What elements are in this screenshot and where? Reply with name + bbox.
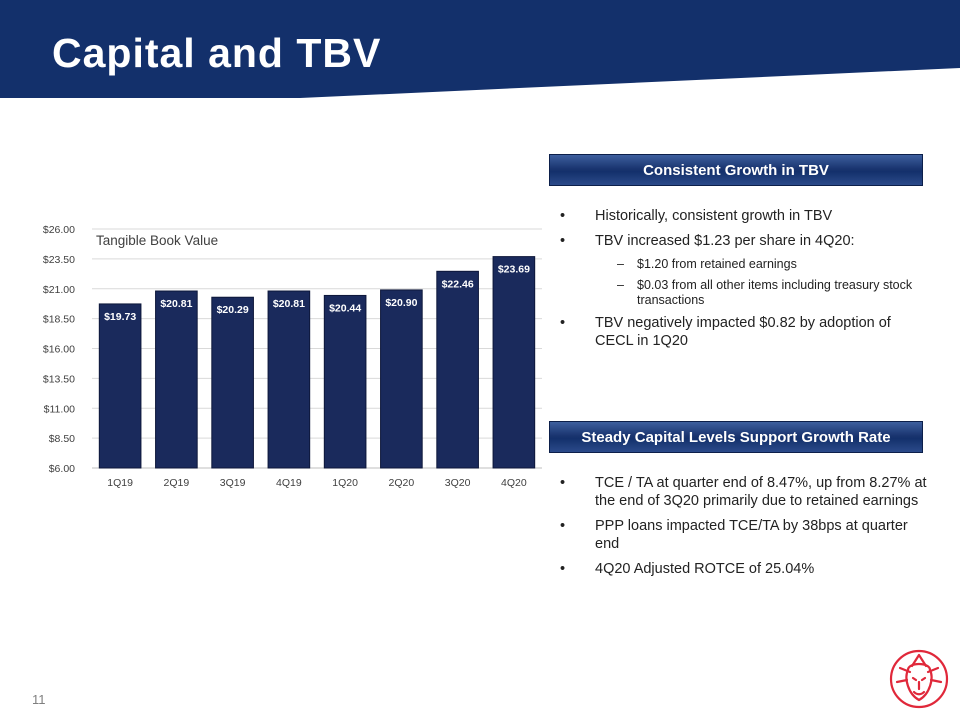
bullet-marker: • [560, 518, 566, 534]
x-tick-label: 3Q20 [445, 477, 471, 489]
bullet-marker: • [560, 561, 566, 577]
x-tick-label: 4Q20 [501, 477, 527, 489]
page-title: Capital and TBV [52, 30, 382, 76]
bar [155, 290, 198, 469]
sub-list-item: – $0.03 from all other items including tr… [560, 278, 930, 308]
dash-marker: – [617, 278, 624, 292]
y-tick-label: $6.00 [49, 463, 75, 475]
section-heading-tbv-growth: Consistent Growth in TBV [549, 154, 923, 186]
x-tick-label: 1Q19 [107, 477, 133, 489]
bullet-text: 4Q20 Adjusted ROTCE of 25.04% [595, 561, 815, 577]
y-tick-label: $18.50 [43, 314, 75, 326]
bullet-marker: • [560, 208, 566, 224]
y-tick-label: $23.50 [43, 254, 75, 266]
bullet-text: Historically, consistent growth in TBV [595, 208, 833, 224]
bullet-text: TBV negatively impacted $0.82 by adoptio… [595, 315, 891, 349]
bullet-text: PPP loans impacted TCE/TA by 38bps at qu… [595, 518, 908, 552]
sub-bullet-text: $0.03 from all other items including tre… [637, 278, 913, 307]
tbv-bullet-list: • Historically, consistent growth in TBV … [560, 207, 930, 357]
data-label: $20.29 [217, 304, 249, 316]
y-tick-label: $11.00 [44, 403, 75, 415]
data-label: $20.44 [329, 302, 361, 314]
bar [436, 270, 479, 469]
y-tick-label: $8.50 [49, 433, 75, 445]
data-label: $23.69 [498, 264, 530, 276]
bar [98, 303, 142, 469]
chart-title: Tangible Book Value [96, 233, 218, 248]
data-label: $20.81 [160, 298, 192, 310]
x-tick-label: 1Q20 [332, 477, 358, 489]
y-tick-label: $13.50 [43, 373, 75, 385]
capital-bullet-list: • TCE / TA at quarter end of 8.47%, up fr… [560, 474, 930, 585]
list-item: • TBV increased $1.23 per share in 4Q20: [560, 232, 930, 250]
data-label: $20.90 [385, 297, 417, 309]
x-tick-label: 2Q20 [389, 477, 415, 489]
bullet-marker: • [560, 233, 566, 249]
sub-bullet-text: $1.20 from retained earnings [637, 257, 797, 271]
y-tick-label: $21.00 [43, 284, 75, 296]
data-label: $22.46 [442, 278, 474, 290]
list-item: • TBV negatively impacted $0.82 by adopti… [560, 314, 930, 350]
y-tick-label: $16.00 [43, 344, 75, 356]
x-tick-label: 3Q19 [220, 477, 246, 489]
list-item: • PPP loans impacted TCE/TA by 38bps at q… [560, 517, 930, 553]
bar [211, 296, 254, 469]
bullet-text: TBV increased $1.23 per share in 4Q20: [595, 233, 855, 249]
bar [380, 289, 423, 469]
bullet-marker: • [560, 475, 566, 491]
list-item: • 4Q20 Adjusted ROTCE of 25.04% [560, 560, 930, 578]
bullet-marker: • [560, 315, 566, 331]
bar [267, 290, 311, 469]
y-tick-label: $26.00 [43, 224, 75, 236]
bullet-text: TCE / TA at quarter end of 8.47%, up fro… [595, 475, 927, 509]
section-heading-capital-levels: Steady Capital Levels Support Growth Rat… [549, 421, 923, 453]
lion-logo-icon [889, 649, 949, 709]
sub-list-item: – $1.20 from retained earnings [560, 257, 930, 272]
x-tick-label: 2Q19 [164, 477, 190, 489]
list-item: • Historically, consistent growth in TBV [560, 207, 930, 225]
list-item: • TCE / TA at quarter end of 8.47%, up fr… [560, 474, 930, 510]
bar [323, 294, 367, 469]
x-tick-label: 4Q19 [276, 477, 302, 489]
data-label: $20.81 [273, 298, 305, 310]
dash-marker: – [617, 257, 624, 271]
bar [492, 256, 536, 469]
page-number: 11 [32, 692, 46, 707]
data-label: $19.73 [104, 311, 136, 323]
